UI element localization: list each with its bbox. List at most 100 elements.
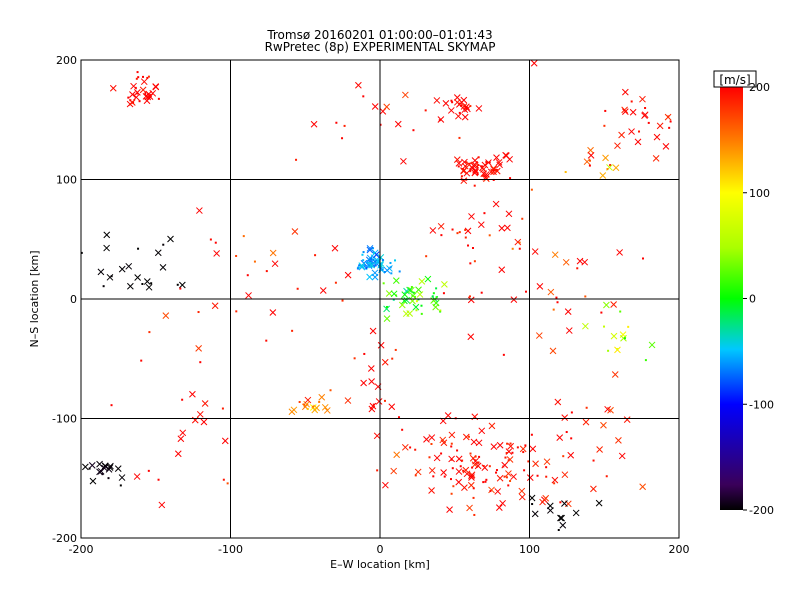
- velocity-point: [443, 475, 446, 478]
- velocity-point: [106, 464, 114, 471]
- velocity-point: [444, 412, 452, 419]
- velocity-point: [530, 59, 538, 67]
- velocity-point: [130, 82, 137, 90]
- velocity-point: [129, 99, 132, 102]
- velocity-point: [143, 97, 151, 105]
- velocity-point: [502, 353, 505, 356]
- velocity-point: [119, 484, 122, 487]
- colorbar-tick-label: 0: [749, 293, 756, 306]
- velocity-point: [432, 292, 435, 295]
- velocity-point: [450, 445, 453, 448]
- velocity-point: [110, 404, 113, 407]
- velocity-point: [505, 470, 512, 477]
- velocity-point: [125, 262, 133, 270]
- chart-subtitle: RwPretec (8p) EXPERIMENTAL SKYMAP: [265, 40, 496, 54]
- velocity-point: [197, 311, 200, 314]
- velocity-point: [562, 258, 570, 266]
- velocity-point: [344, 271, 352, 279]
- velocity-point: [656, 122, 664, 130]
- velocity-point: [382, 282, 385, 285]
- velocity-point: [406, 310, 414, 317]
- velocity-point: [138, 100, 141, 103]
- velocity-point: [614, 142, 621, 150]
- velocity-point: [496, 474, 504, 482]
- velocity-point: [472, 496, 475, 499]
- chart-title: Tromsø 20160201 01:00:00–01:01:43: [266, 28, 492, 42]
- grid-lines: [81, 60, 679, 538]
- x-tick-label: -100: [218, 543, 243, 556]
- velocity-point: [271, 260, 279, 268]
- velocity-point: [211, 302, 219, 310]
- velocity-point: [472, 457, 479, 465]
- velocity-point: [455, 455, 463, 463]
- velocity-point: [428, 467, 436, 474]
- velocity-point: [379, 267, 382, 270]
- velocity-point: [433, 97, 441, 104]
- velocity-point: [369, 327, 377, 335]
- velocity-point: [196, 410, 204, 418]
- velocity-point: [461, 113, 469, 121]
- velocity-point: [265, 339, 268, 342]
- velocity-point: [662, 142, 670, 150]
- velocity-point: [460, 167, 467, 175]
- velocity-point: [587, 152, 595, 159]
- velocity-point: [398, 416, 401, 419]
- velocity-point: [366, 246, 374, 254]
- velocity-point: [588, 164, 591, 167]
- velocity-point: [357, 266, 360, 269]
- velocity-point: [201, 400, 209, 407]
- velocity-point: [488, 465, 491, 468]
- velocity-point: [639, 483, 647, 491]
- velocity-point: [269, 309, 277, 316]
- velocity-point: [383, 305, 390, 313]
- velocity-point: [605, 475, 608, 478]
- velocity-point: [458, 111, 461, 114]
- velocity-point: [360, 379, 367, 387]
- velocity-point: [467, 244, 470, 247]
- velocity-point: [623, 337, 626, 340]
- velocity-point: [146, 76, 149, 79]
- velocity-point: [493, 154, 500, 161]
- velocity-point: [118, 265, 126, 273]
- velocity-point: [478, 455, 481, 458]
- velocity-point: [114, 465, 122, 472]
- velocity-point: [462, 466, 470, 474]
- velocity-point: [524, 444, 527, 447]
- velocity-point: [460, 104, 463, 107]
- velocity-point: [477, 156, 480, 159]
- velocity-point: [610, 332, 618, 340]
- velocity-point: [412, 303, 420, 311]
- velocity-point: [535, 332, 543, 339]
- velocity-point: [235, 254, 238, 257]
- velocity-point: [428, 434, 436, 441]
- velocity-point: [106, 273, 114, 281]
- y-tick-label: -200: [52, 532, 77, 545]
- velocity-point: [612, 164, 620, 172]
- velocity-point: [641, 111, 649, 119]
- velocity-point: [440, 452, 443, 455]
- velocity-point: [557, 529, 560, 532]
- velocity-point: [369, 261, 372, 264]
- velocity-point: [482, 481, 485, 484]
- velocity-point: [446, 506, 453, 513]
- velocity-point: [576, 267, 579, 270]
- velocity-point: [480, 291, 483, 294]
- velocity-point: [177, 435, 185, 443]
- velocity-point: [562, 455, 565, 458]
- velocity-point: [584, 295, 587, 298]
- velocity-point: [629, 108, 637, 116]
- velocity-point: [480, 165, 483, 168]
- velocity-point: [564, 308, 572, 315]
- velocity-point: [398, 270, 401, 273]
- velocity-point: [557, 514, 564, 522]
- velocity-point: [370, 265, 373, 268]
- velocity-point: [582, 322, 589, 330]
- velocity-point: [415, 300, 418, 303]
- velocity-point: [441, 281, 448, 288]
- velocity-point: [509, 177, 512, 180]
- velocity-point: [393, 451, 401, 459]
- velocity-point: [353, 357, 356, 360]
- velocity-point: [97, 268, 105, 276]
- velocity-point: [358, 264, 361, 267]
- velocity-point: [368, 261, 375, 269]
